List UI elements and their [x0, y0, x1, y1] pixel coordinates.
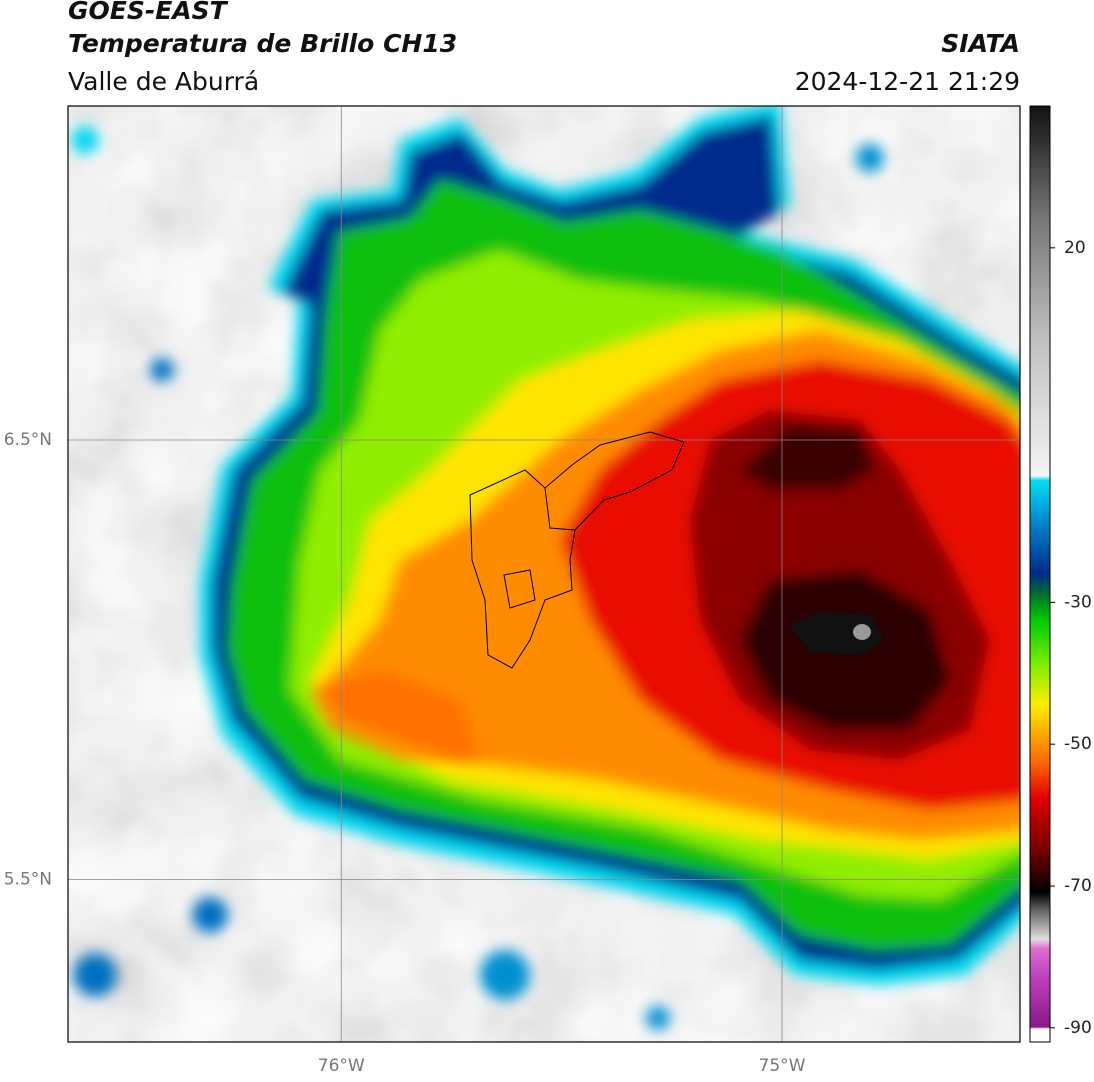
colorbar-tick-label: 20 — [1064, 238, 1086, 258]
lat-label: 6.5°N — [4, 430, 52, 450]
satellite-image — [68, 106, 1020, 1042]
colorbar — [1029, 105, 1051, 1043]
municipality-boundaries — [469, 431, 685, 669]
lon-label: 75°W — [759, 1056, 806, 1076]
colorbar-tick-label: -30 — [1064, 592, 1092, 612]
title: GOES-EAST — [68, 0, 229, 25]
graticule — [68, 106, 1020, 1042]
datetime: 2024-12-21 21:29 — [795, 67, 1020, 96]
map-frame — [67, 105, 1021, 1043]
lat-label: 5.5°N — [4, 869, 52, 889]
colorbar-tick-label: -90 — [1064, 1018, 1092, 1038]
source: SIATA — [941, 29, 1020, 58]
colorbar-tick-label: -50 — [1064, 734, 1092, 754]
colorbar-tick-label: -70 — [1064, 876, 1092, 896]
lon-label: 76°W — [318, 1056, 365, 1076]
subtitle: Temperatura de Brillo CH13 — [68, 29, 457, 58]
region: Valle de Aburrá — [68, 67, 259, 96]
